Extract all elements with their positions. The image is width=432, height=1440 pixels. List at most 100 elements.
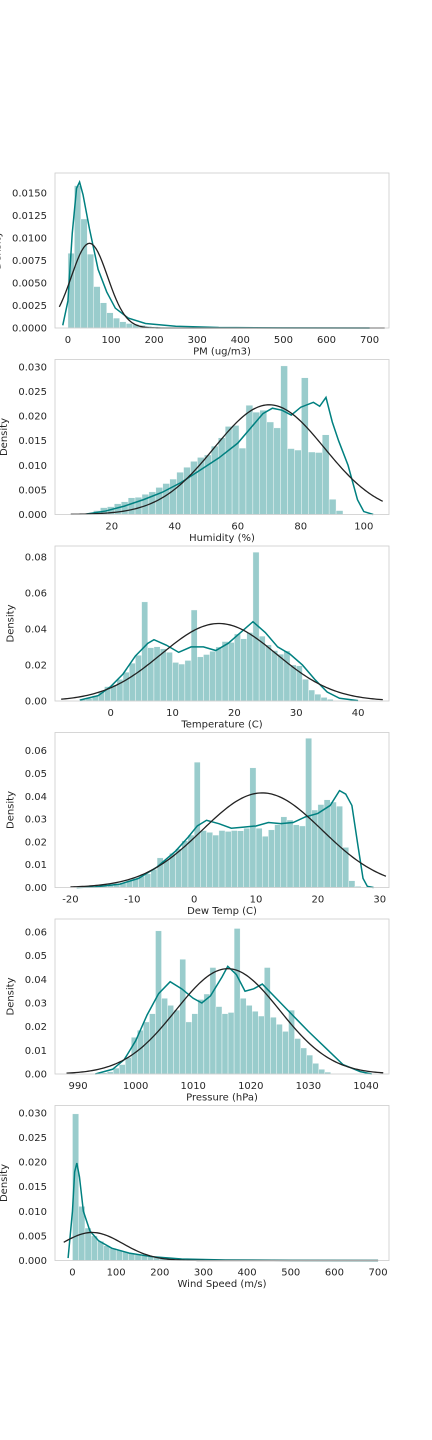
y-tick-label: 0.06	[25, 746, 47, 757]
x-tick-label: 1010	[180, 1081, 205, 1092]
y-tick-label: 0.02	[25, 660, 47, 671]
kde-curve	[79, 620, 359, 702]
histogram-bar	[185, 1021, 192, 1075]
y-tick-label: 0.06	[25, 588, 47, 599]
y-tick-label: 0.01	[25, 860, 47, 871]
histogram-bar	[122, 671, 130, 702]
histogram-bar	[175, 848, 182, 888]
histogram-bar	[348, 880, 356, 888]
histogram-bar	[274, 824, 281, 888]
y-tick-label: 0.0050	[12, 278, 47, 289]
normal-fit-curve	[61, 622, 383, 701]
x-tick-label: 100	[354, 522, 373, 533]
x-tick-label: 40	[352, 708, 365, 719]
x-tick-label: 500	[274, 335, 293, 346]
histogram-bar	[203, 654, 210, 702]
histogram-bar	[265, 644, 272, 702]
histogram-bar	[203, 993, 211, 1075]
histogram-bar	[179, 959, 186, 1075]
histogram-bar	[277, 653, 285, 702]
x-tick-label: 500	[281, 1268, 300, 1279]
x-tick-label: 30	[290, 708, 303, 719]
x-tick-label: 0	[107, 708, 113, 719]
histogram-bar	[320, 697, 328, 702]
histogram-bar	[125, 1057, 132, 1075]
histogram-bar	[245, 1005, 253, 1075]
histogram-bar	[240, 638, 247, 702]
y-axis-label: Density	[5, 977, 16, 1015]
histogram-bar	[317, 804, 325, 888]
histogram-bar	[282, 1031, 289, 1075]
histogram-bar	[264, 967, 271, 1075]
x-tick-label: 10	[250, 895, 263, 906]
y-axis-label: Density	[0, 1164, 10, 1202]
kde-curve	[76, 789, 374, 889]
x-tick-label: 10	[166, 708, 179, 719]
y-tick-label: 0.01	[25, 1046, 47, 1057]
y-tick-label: 0.03	[25, 999, 47, 1010]
histogram-bar	[249, 767, 257, 888]
histogram-bar	[135, 655, 142, 702]
histogram-bar	[166, 652, 173, 702]
histogram-bar	[197, 656, 204, 702]
histogram-bar	[318, 1069, 325, 1075]
y-tick-label: 0.03	[25, 815, 47, 826]
y-tick-label: 0.0000	[12, 324, 47, 335]
x-tick-label: 300	[188, 335, 207, 346]
histogram-bar	[231, 830, 238, 888]
histogram-bar	[176, 471, 184, 515]
x-tick-label: 700	[360, 335, 379, 346]
x-axis-label: Temperature (C)	[180, 720, 262, 731]
y-tick-label: 0.000	[18, 510, 47, 521]
axes-frame	[54, 918, 390, 1075]
histogram-bar	[245, 405, 254, 515]
y-tick-label: 0.010	[18, 461, 47, 472]
histogram-bar	[172, 662, 179, 702]
y-tick-label: 0.0075	[12, 256, 47, 267]
histogram-bar	[233, 928, 241, 1075]
y-tick-label: 0.06	[25, 928, 47, 939]
y-tick-label: 0.0150	[12, 188, 47, 199]
y-tick-label: 0.0100	[12, 233, 47, 244]
x-tick-label: 1020	[238, 1081, 263, 1092]
y-tick-label: 0.005	[18, 485, 47, 496]
histogram-bar	[300, 1047, 307, 1075]
x-tick-label: 200	[145, 335, 164, 346]
x-tick-label: 990	[68, 1081, 87, 1092]
histogram-bar	[197, 999, 205, 1075]
histogram-bar	[227, 1012, 235, 1075]
histogram-bar	[80, 218, 88, 329]
x-tick-label: 600	[317, 335, 336, 346]
histogram-bar	[119, 1064, 126, 1075]
histogram-bar	[271, 650, 278, 702]
kde-curve	[62, 179, 370, 329]
histogram-bar	[184, 660, 192, 702]
histogram-bar	[120, 501, 129, 515]
x-axis-label: PM (ug/m3)	[193, 347, 251, 358]
subplot-1: 0 100 200 300 400 500 600 700 0.0000 0.0025 0.0050…	[0, 172, 390, 358]
histogram-bar	[150, 869, 158, 888]
histogram-bar	[283, 650, 291, 702]
histogram-bar	[190, 609, 198, 702]
histogram-bar	[262, 836, 269, 888]
y-tick-label: 0.00	[25, 1070, 47, 1081]
y-tick-label: 0.030	[18, 362, 47, 373]
histogram-bar	[243, 828, 251, 888]
histogram-bar	[143, 1021, 150, 1075]
histogram-bar	[308, 689, 315, 702]
kde-curve	[67, 1162, 379, 1262]
y-tick-label: 0.00	[25, 697, 47, 708]
y-tick-label: 0.015	[18, 1182, 47, 1193]
histogram-bar	[221, 1013, 229, 1075]
histogram-bar	[200, 830, 207, 888]
y-axis-label: Density	[5, 604, 16, 642]
histogram-bar	[239, 998, 247, 1075]
histogram-bar	[287, 448, 295, 515]
histogram-bar	[103, 1245, 111, 1261]
x-tick-label: 1000	[123, 1081, 148, 1092]
x-tick-label: -10	[124, 895, 140, 906]
histogram-bar	[206, 832, 213, 888]
histogram-bar	[335, 510, 344, 515]
y-axis-label: Density	[5, 791, 16, 829]
x-axis-label: Dew Temp (C)	[187, 906, 257, 917]
